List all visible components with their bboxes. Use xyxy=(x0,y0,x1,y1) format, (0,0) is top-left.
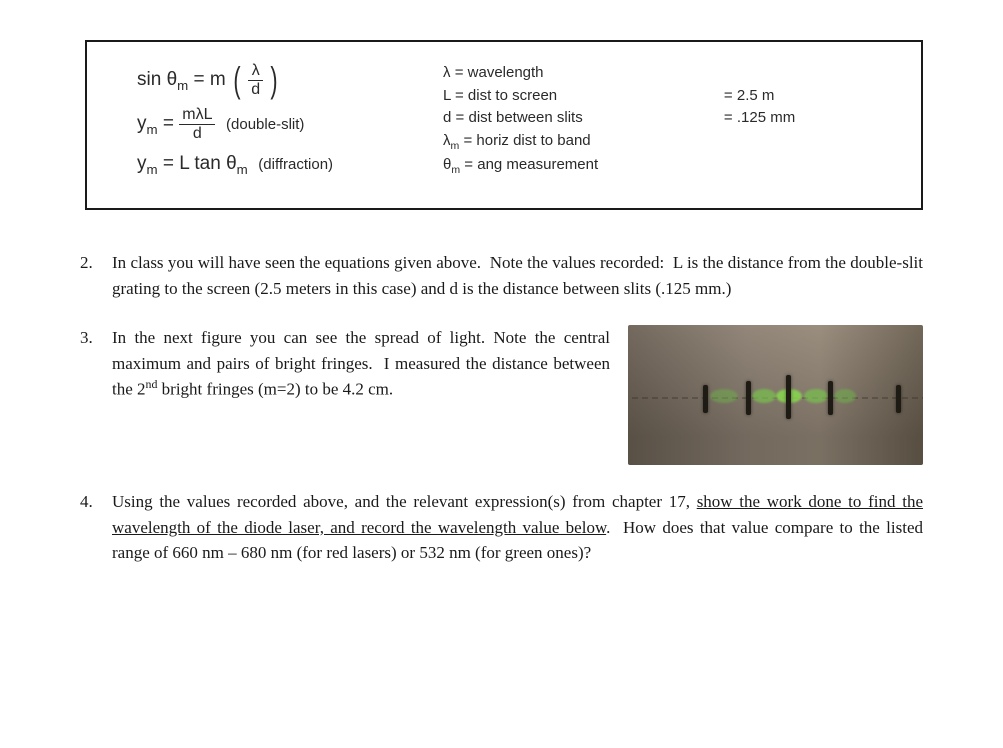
question-2: 2. In class you will have seen the equat… xyxy=(80,250,923,301)
def-thetam-sub: m xyxy=(451,164,460,176)
ruler-tick xyxy=(828,381,833,415)
def-lambdam-rest: = horiz dist to band xyxy=(459,132,590,149)
q2-number: 2. xyxy=(80,250,112,301)
q4-t1: Using the values recorded above, and the… xyxy=(112,492,697,511)
def-thetam: θm = ang measurement xyxy=(443,154,704,179)
rparen-icon: ) xyxy=(271,66,278,95)
eq-ym-diffraction: ym = L tan θm (diffraction) xyxy=(137,150,333,180)
def-lambdam-sub: m xyxy=(451,140,460,152)
eq2-num: mλL xyxy=(179,106,215,125)
eq2-fraction: mλL d xyxy=(179,106,215,142)
def-thetam-val xyxy=(724,154,901,179)
q3-number: 3. xyxy=(80,325,112,465)
ruler-tick xyxy=(786,375,791,419)
eq2-mid: = xyxy=(158,113,180,134)
eq3-note: (diffraction) xyxy=(258,156,333,173)
q3-sup: nd xyxy=(146,377,158,391)
eq3-lhs: y xyxy=(137,153,147,174)
q3-part2: bright fringes (m=2) to be 4.2 cm. xyxy=(157,380,393,399)
eq1-den: d xyxy=(248,81,263,99)
def-lambda-val xyxy=(724,62,901,85)
eq2-den: d xyxy=(179,125,215,143)
green-fringe xyxy=(834,389,856,403)
q4-text: Using the values recorded above, and the… xyxy=(112,489,923,566)
eq1-sub: m xyxy=(177,78,188,93)
eq1-num: λ xyxy=(248,62,263,81)
question-4: 4. Using the values recorded above, and … xyxy=(80,489,923,566)
eq-ym-double-slit: ym = mλL d (double-slit) xyxy=(137,106,333,142)
ruler-tick xyxy=(746,381,751,415)
ruler-tick xyxy=(703,385,708,413)
def-L-val: = 2.5 m xyxy=(724,85,901,108)
definitions-right: λ = wavelength L = dist to screen = 2.5 … xyxy=(413,62,901,188)
eq2-lhs: y xyxy=(137,113,147,134)
green-fringe xyxy=(752,389,776,403)
def-d: d = dist between slits xyxy=(443,107,704,130)
q2-text: In class you will have seen the equation… xyxy=(112,250,923,301)
equations-left: sin θm = m ( λ d ) ym = mλL d (double-sl… xyxy=(107,62,333,188)
def-lambdam: λm = horiz dist to band xyxy=(443,130,704,155)
def-lambda: λ = wavelength xyxy=(443,62,704,85)
diffraction-photo xyxy=(628,325,923,465)
def-lambdam-sym: λ xyxy=(443,132,451,149)
def-d-val: = .125 mm xyxy=(724,107,901,130)
eq1-lhs: sin θ xyxy=(137,69,177,90)
eq2-note: (double-slit) xyxy=(226,116,304,133)
def-thetam-rest: = ang measurement xyxy=(460,156,598,173)
ruler-tick xyxy=(896,385,901,413)
eq-sin-theta: sin θm = m ( λ d ) xyxy=(137,62,333,98)
lparen-icon: ( xyxy=(233,66,240,95)
equation-box: sin θm = m ( λ d ) ym = mλL d (double-sl… xyxy=(85,40,923,210)
green-fringe xyxy=(710,389,738,403)
eq3-sub: m xyxy=(147,162,158,177)
question-3: 3. In the next figure you can see the sp… xyxy=(80,325,923,465)
q4-number: 4. xyxy=(80,489,112,566)
eq1-mid: = m xyxy=(188,69,225,90)
eq2-sub: m xyxy=(147,122,158,137)
eq3-rhs: = L tan θ xyxy=(158,153,237,174)
def-lambdam-val xyxy=(724,130,901,155)
def-L: L = dist to screen xyxy=(443,85,704,108)
q3-text: In the next figure you can see the sprea… xyxy=(112,325,610,465)
eq1-fraction: λ d xyxy=(248,62,263,98)
eq3-sub2: m xyxy=(237,162,248,177)
green-fringe xyxy=(804,389,828,403)
